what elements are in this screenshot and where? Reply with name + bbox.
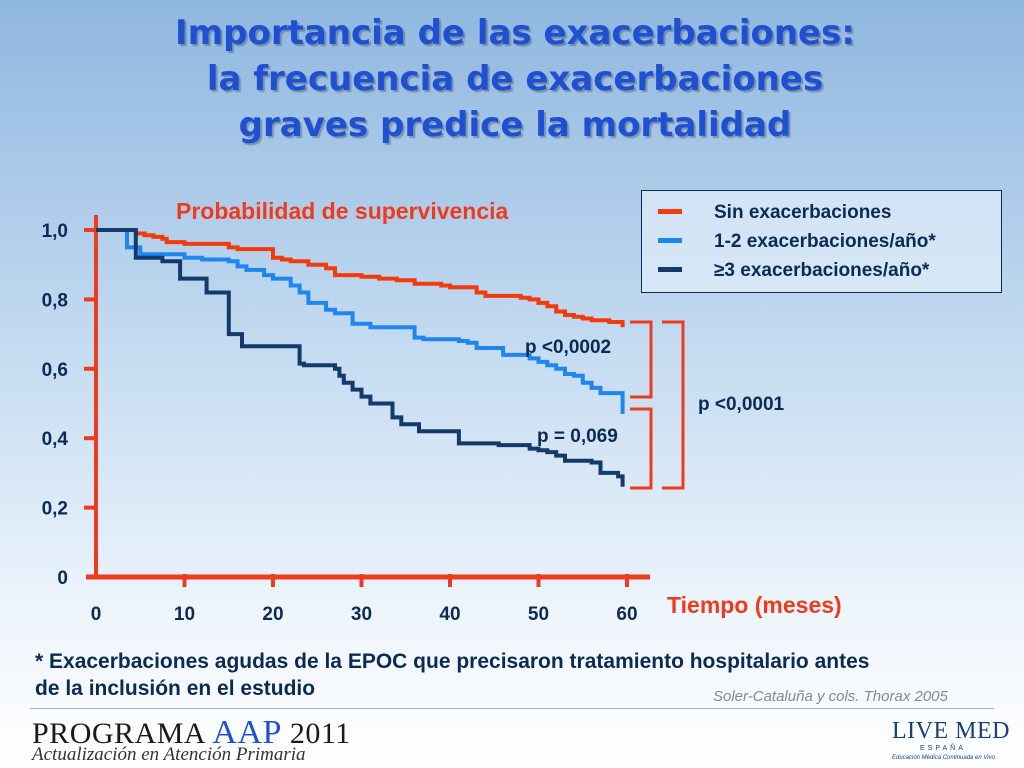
x-tick-label: 50 [528,604,549,625]
x-tick-label: 20 [262,604,283,625]
title-line-3: graves predice la mortalidad [238,105,792,145]
p-value-label: p <0,0002 [525,337,611,358]
x-tick-label: 10 [174,604,195,625]
x-axis-title: Tiempo (meses) [667,592,842,618]
bracket-p-0-069 [630,407,653,490]
legend-label: ≥3 exacerbaciones/año* [714,260,930,281]
y-tick-label: 1,0 [42,221,68,242]
footnote-line-2: de la inclusión en el estudio [35,677,316,700]
x-tick-label: 60 [616,604,637,625]
citation: Soler-Cataluña y cols. Thorax 2005 [713,688,948,705]
chart-axes: 0 0,2 0,4 0,6 0,8 1,0 0 10 20 30 40 50 60 [42,215,650,625]
series-line-3-exacerbaciones-a-o [96,228,625,487]
footnote: * Exacerbaciones agudas de la EPOC que p… [35,648,995,702]
chart-series [96,228,625,487]
y-tick-label: 0,4 [42,429,69,450]
legend-label: Sin exacerbaciones [714,202,892,223]
p-value-label: p = 0,069 [537,426,618,447]
sponsor-country: ESPAÑA [920,745,966,752]
programa-aap-logo: PROGRAMA AAP 2011 Actualización en Atenc… [32,712,350,766]
brand-name: PROGRAMA AAP 2011 [32,714,351,752]
y-tick-label: 0,8 [42,290,68,311]
p-value-label: p <0,0001 [698,394,785,415]
brand-subtitle: Actualización en Atención Primaria [32,744,306,765]
legend-label: 1-2 exacerbaciones/año* [714,231,936,252]
series-line-sin-exacerbaciones [96,228,625,328]
bracket-p-0-0002 [630,320,653,399]
chart-title: Probabilidad de supervivencia [176,198,509,224]
series-line-1-2-exacerbaciones-a-o [96,228,625,414]
y-tick-label: 0 [57,568,68,589]
x-tick-label: 30 [351,604,372,625]
x-tick-label: 40 [439,604,460,625]
legend-swatch [658,209,682,214]
brand-year: 2011 [281,717,351,750]
legend-swatch [658,238,682,243]
footer-divider [30,708,994,709]
sponsor-tagline: Educación Médica Continuada en Vivo [892,755,995,761]
y-tick-label: 0,6 [42,360,68,381]
chart-legend: Sin exacerbaciones 1-2 exacerbaciones/añ… [641,190,1002,293]
y-tick-label: 0,2 [42,499,68,520]
bracket-p-0-0001 [662,320,685,490]
brand-prefix: PROGRAMA [32,717,213,750]
x-tick-label: 0 [91,604,102,625]
title-line-1: Importancia de las exacerbaciones: [175,13,855,53]
brand-mark: AAP [212,714,282,751]
title-line-2: la frecuencia de exacerbaciones [206,59,824,99]
legend-swatch [658,267,682,272]
slide-title: Importancia de las exacerbaciones: la fr… [80,10,950,148]
livemed-logo: LIVE MED ESPAÑA Educación Médica Continu… [888,712,1009,766]
footnote-line-1: * Exacerbaciones agudas de la EPOC que p… [35,650,870,673]
chart-annotations: p <0,0002 p = 0,069 p <0,0001 [525,320,785,490]
sponsor-name: LIVE MED [892,718,1010,744]
